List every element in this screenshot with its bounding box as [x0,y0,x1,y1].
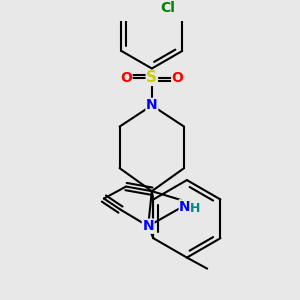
Text: N: N [142,219,154,233]
Text: Cl: Cl [160,1,175,15]
Text: O: O [120,71,132,85]
Text: H: H [190,202,200,215]
Text: O: O [172,71,184,85]
Text: S: S [146,70,157,85]
Text: N: N [146,98,158,112]
Text: N: N [179,200,191,214]
